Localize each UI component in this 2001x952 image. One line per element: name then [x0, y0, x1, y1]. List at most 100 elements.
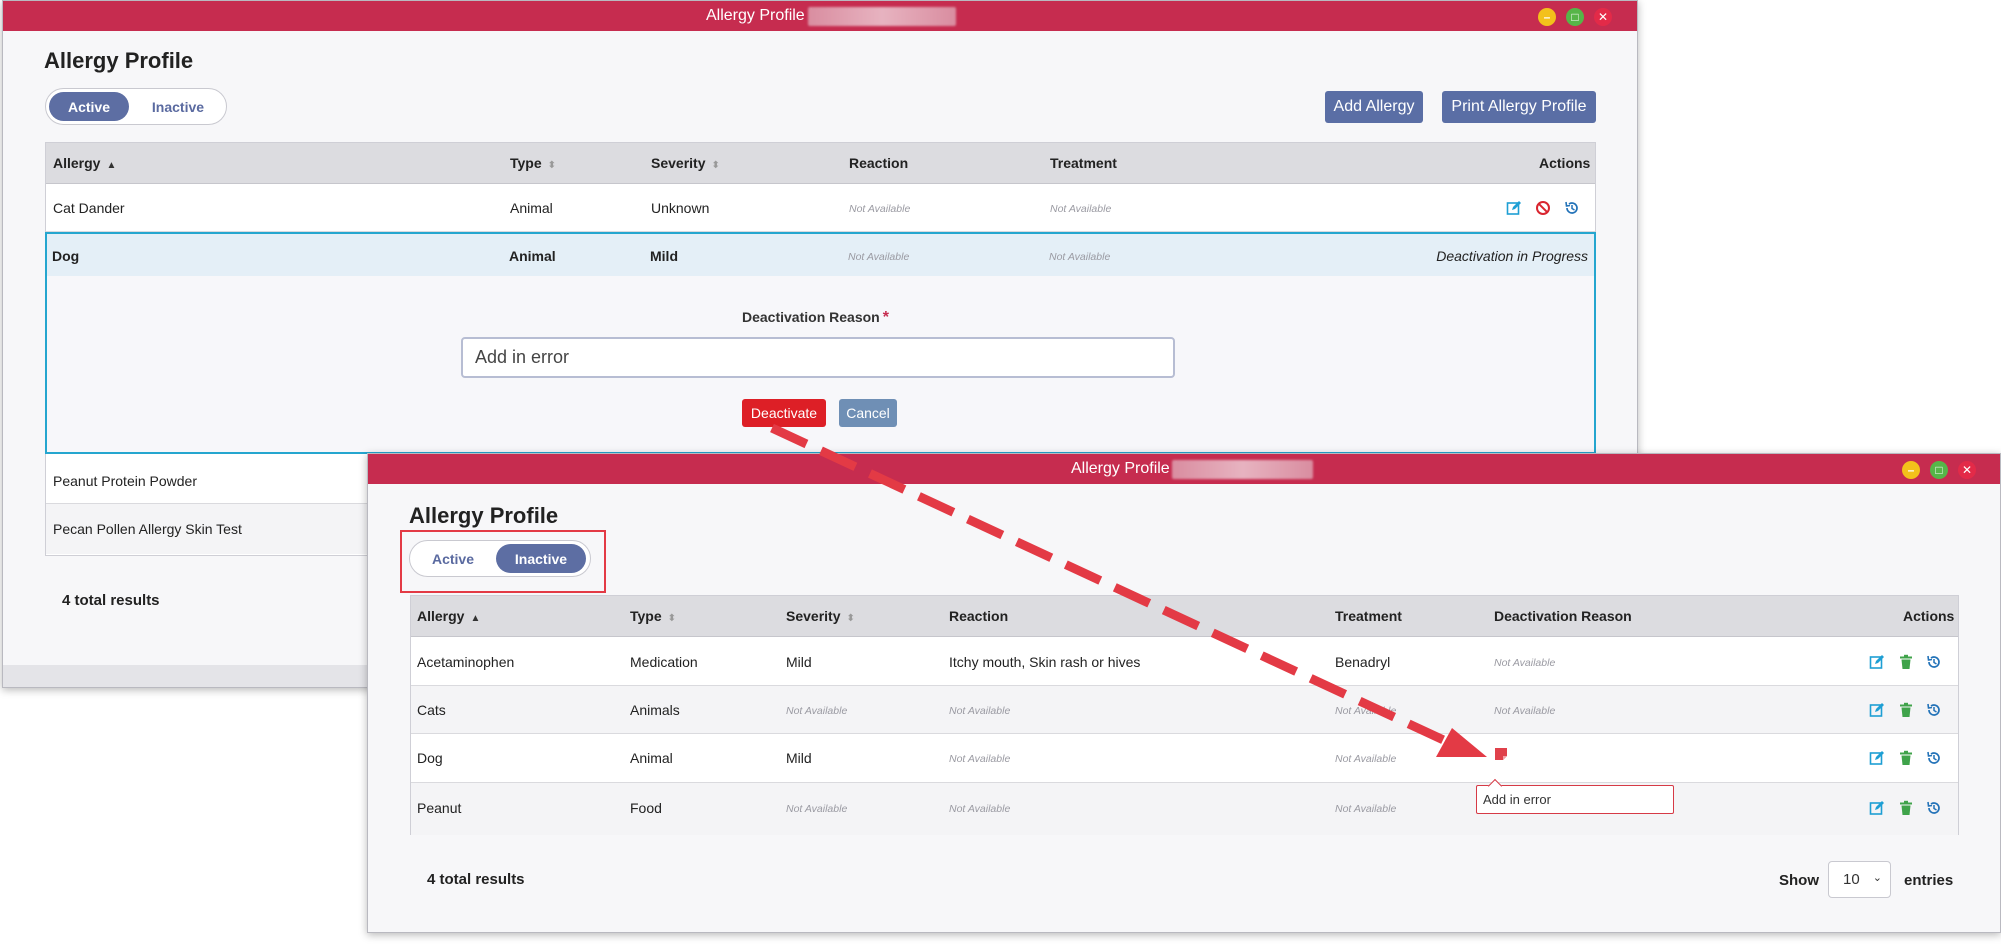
cell-type: Animal [630, 750, 673, 766]
edit-icon[interactable] [1869, 702, 1885, 718]
note-icon[interactable] [1494, 747, 1508, 761]
print-allergy-profile-button[interactable]: Print Allergy Profile [1442, 91, 1596, 123]
edit-icon[interactable] [1869, 654, 1885, 670]
column-type[interactable]: Type ⬍ [630, 608, 677, 624]
window-title: Allergy Profile | [706, 7, 814, 24]
column-treatment: Treatment [1335, 608, 1402, 624]
history-icon[interactable] [1926, 654, 1942, 670]
deactivate-icon[interactable] [1535, 200, 1551, 216]
minimize-icon[interactable]: – [1538, 8, 1556, 26]
cell-severity: Not Available [786, 705, 848, 717]
cell-allergy: Acetaminophen [417, 654, 515, 670]
close-icon[interactable]: ✕ [1594, 8, 1612, 26]
tab-active[interactable]: Active [431, 550, 475, 567]
edit-icon[interactable] [1506, 200, 1522, 216]
tab-active[interactable]: Active [49, 92, 129, 121]
history-icon[interactable] [1926, 800, 1942, 816]
cell-type: Animals [630, 702, 680, 718]
history-icon[interactable] [1926, 750, 1942, 766]
cell-allergy: Pecan Pollen Allergy Skin Test [53, 521, 242, 537]
cell-treatment: Not Available [1335, 705, 1397, 717]
sort-icon: ⬍ [547, 160, 557, 171]
table-row[interactable]: Dog Animal Mild Not Available Not Availa… [411, 734, 1958, 783]
page-size-select[interactable]: 10 ⌄ [1828, 861, 1891, 898]
history-icon[interactable] [1926, 702, 1942, 718]
column-severity[interactable]: Severity ⬍ [786, 608, 855, 624]
deactivation-panel: Dog Animal Mild Not Available Not Availa… [45, 232, 1596, 454]
cell-reaction: Not Available [949, 803, 1011, 815]
column-actions: Actions [1539, 155, 1591, 171]
trash-icon[interactable] [1898, 800, 1914, 816]
cell-allergy: Dog [52, 248, 80, 264]
deactivation-reason-tooltip: Add in error [1476, 785, 1674, 814]
column-actions: Actions [1903, 608, 1955, 624]
allergy-profile-window-front: Allergy Profile | – □ ✕ Allergy Profile … [367, 453, 2001, 933]
cancel-button[interactable]: Cancel [839, 399, 897, 427]
column-reaction: Reaction [949, 608, 1009, 624]
title-bar: Allergy Profile | – □ ✕ [368, 454, 2000, 484]
tab-inactive[interactable]: Inactive [151, 98, 205, 115]
show-label: Show [1779, 872, 1819, 889]
cell-severity: Mild [786, 750, 812, 766]
cell-treatment: Not Available [1335, 753, 1397, 765]
add-allergy-button[interactable]: Add Allergy [1325, 91, 1423, 123]
cell-reaction: Not Available [849, 203, 911, 215]
maximize-icon[interactable]: □ [1566, 8, 1584, 26]
table-row[interactable]: Cats Animals Not Available Not Available… [411, 686, 1958, 734]
history-icon[interactable] [1564, 200, 1580, 216]
table-row-selected[interactable]: Dog Animal Mild Not Available Not Availa… [47, 234, 1594, 276]
cell-treatment: Not Available [1050, 203, 1112, 215]
redacted-patient-name [1172, 460, 1313, 479]
edit-icon[interactable] [1869, 800, 1885, 816]
column-severity[interactable]: Severity ⬍ [651, 155, 720, 171]
cell-treatment: Not Available [1049, 251, 1111, 263]
sort-asc-icon: ▲ [470, 613, 481, 624]
cell-reaction: Not Available [949, 705, 1011, 717]
tab-inactive[interactable]: Inactive [496, 544, 586, 573]
sort-icon: ⬍ [711, 160, 720, 171]
cell-allergy: Peanut Protein Powder [53, 473, 197, 489]
cell-deactivation-reason: Not Available [1494, 705, 1556, 717]
deactivation-reason-label: Deactivation Reason * [742, 309, 889, 326]
trash-icon[interactable] [1898, 654, 1914, 670]
total-results: 4 total results [62, 592, 160, 609]
column-allergy[interactable]: Allergy ▲ [417, 608, 481, 624]
cell-severity: Unknown [651, 200, 710, 216]
redacted-patient-name [808, 7, 956, 26]
cell-type: Medication [630, 654, 698, 670]
cell-allergy: Peanut [417, 800, 462, 816]
cell-severity: Mild [786, 654, 812, 670]
column-type[interactable]: Type ⬍ [510, 155, 557, 171]
table-header: Allergy ▲ Type ⬍ Severity ⬍ Reaction Treatm… [411, 596, 1958, 637]
column-allergy[interactable]: Allergy ▲ [53, 155, 117, 171]
table-row[interactable]: Cat Dander Animal Unknown Not Available … [46, 184, 1595, 232]
cell-allergy: Cats [417, 702, 446, 718]
page-title: Allergy Profile [44, 48, 194, 73]
cell-deactivation-reason: Not Available [1494, 657, 1556, 669]
title-bar: Allergy Profile | – □ ✕ [3, 1, 1637, 31]
column-reaction: Reaction [849, 155, 909, 171]
cell-type: Food [630, 800, 662, 816]
page-title: Allergy Profile [409, 503, 559, 528]
cell-type: Animal [510, 200, 553, 216]
table-row[interactable]: Acetaminophen Medication Mild Itchy mout… [411, 637, 1958, 686]
sort-icon: ⬍ [846, 613, 855, 624]
table-row[interactable]: Peanut Food Not Available Not Available … [411, 783, 1958, 835]
cell-allergy: Dog [417, 750, 443, 766]
allergy-profile-window-back: Allergy Profile | – □ ✕ Allergy Profile … [2, 0, 1638, 688]
cell-treatment: Not Available [1335, 803, 1397, 815]
edit-icon[interactable] [1869, 750, 1885, 766]
trash-icon[interactable] [1898, 702, 1914, 718]
cell-type: Animal [509, 248, 556, 264]
toggle-highlight-annotation [400, 530, 606, 593]
maximize-icon[interactable]: □ [1930, 461, 1948, 479]
deactivate-button[interactable]: Deactivate [742, 399, 826, 427]
deactivation-status: Deactivation in Progress [1436, 248, 1588, 264]
sort-asc-icon: ▲ [106, 160, 117, 171]
deactivation-reason-input[interactable]: Add in error [461, 337, 1175, 378]
close-icon[interactable]: ✕ [1958, 461, 1976, 479]
minimize-icon[interactable]: – [1902, 461, 1920, 479]
trash-icon[interactable] [1898, 750, 1914, 766]
cell-reaction: Itchy mouth, Skin rash or hives [949, 654, 1141, 670]
table-header: Allergy ▲ Type ⬍ Severity ⬍ Reaction Treatm… [46, 143, 1595, 184]
